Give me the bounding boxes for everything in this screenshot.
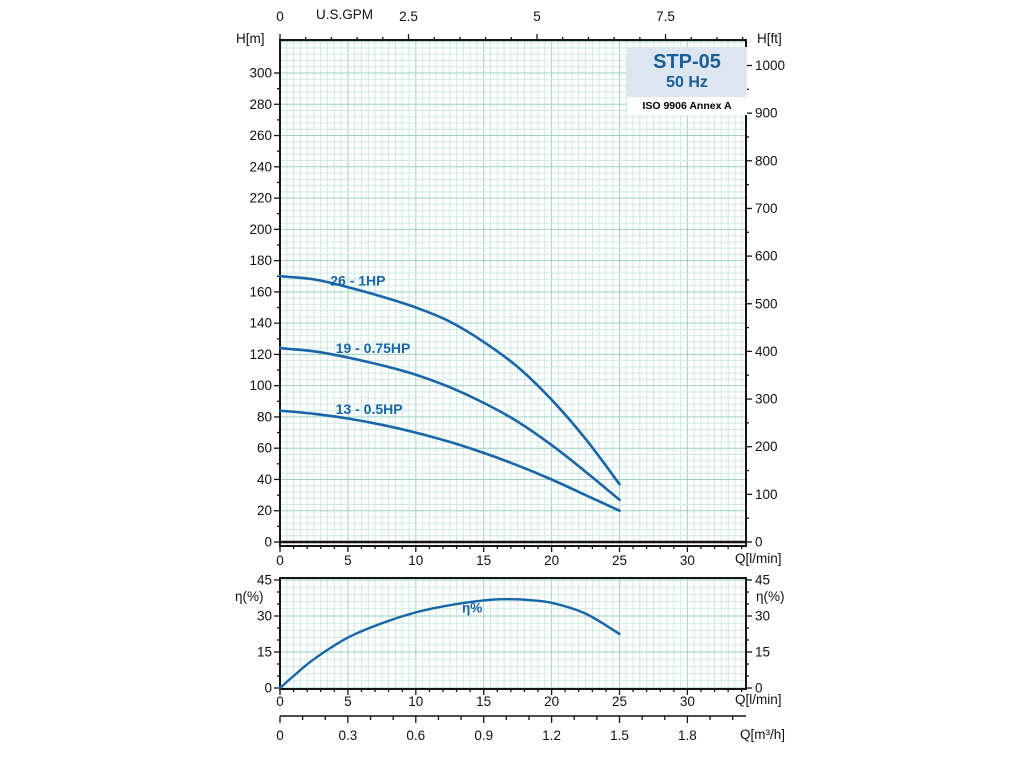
main-right-tick-label: 1000 [755,58,785,73]
eff-right-tick-label: 30 [755,609,770,624]
main-y-tick-label: 100 [249,378,272,393]
main-right-tick-label: 100 [755,487,778,502]
main-right-tick-label: 200 [755,439,778,454]
main-y-tick-label: 240 [249,159,272,174]
eff-right-tick-label: 0 [755,681,763,696]
eff-right-axis-title: η(%) [756,589,785,604]
main-right-tick-label: 700 [755,201,778,216]
m3h-tick-label: 0 [276,728,284,743]
main-y-tick-label: 260 [249,128,272,143]
usgpm-tick-label: 2.5 [399,9,418,24]
eff-x-tick-label: 10 [408,694,423,709]
curve-label-26-1hp: 26 - 1HP [330,273,385,289]
eff-x-tick-label: 0 [276,694,284,709]
head-m-axis-title: H[m] [236,31,265,46]
m3h-scale: 0 0.3 0.6 0.9 1.2 1.5 1.8 [276,715,746,743]
m3h-tick-label: 0.3 [339,728,358,743]
usgpm-tick-label: 5 [533,9,541,24]
main-y-tick-label: 60 [257,441,272,456]
main-y-tick-label: 20 [257,503,272,518]
usgpm-tick-label: 0 [276,9,284,24]
title-box: STP-05 50 Hz ISO 9906 Annex A [627,47,747,115]
main-right-tick-label: 300 [755,392,778,407]
main-y-tick-label: 80 [257,409,272,424]
main-right-tick-label: 600 [755,249,778,264]
eff-grid [279,578,746,689]
eff-right-tick-label: 45 [755,573,770,588]
m3h-tick-label: 1.5 [610,728,629,743]
main-y-tick-label: 40 [257,472,272,487]
main-right-axis: 0 100 200 300 400 500 600 700 800 900 1000 [746,58,785,550]
main-right-tick-label: 0 [755,535,763,550]
main-y-tick-label: 180 [249,253,272,268]
eff-y-tick-label: 0 [264,681,272,696]
main-x-tick-label: 10 [408,553,423,568]
main-left-axis: 0 20 40 60 80 100 120 140 160 180 200 220 240 260 280 3… [249,66,280,550]
main-right-tick-label: 500 [755,296,778,311]
main-y-tick-label: 160 [249,284,272,299]
eff-bottom-axis: 0 5 10 15 20 25 30 [276,689,743,709]
eff-y-tick-label: 15 [257,645,272,660]
main-plot-frame [279,39,747,547]
main-x-tick-label: 30 [680,553,695,568]
main-grid [279,40,746,546]
pump-model: STP-05 [653,51,721,73]
main-y-tick-label: 140 [249,316,272,331]
eff-y-tick-label: 30 [257,609,272,624]
main-x-tick-label: 15 [476,553,491,568]
main-x-tick-label: 0 [276,553,284,568]
curve-19-0-75hp [278,346,621,502]
eff-x-tick-label: 25 [612,694,627,709]
main-y-tick-label: 0 [264,535,272,550]
head-curves: 26 - 1HP 19 - 0.75HP 13 - 0.5HP [278,273,621,512]
main-y-tick-label: 280 [249,97,272,112]
flow-lmin-eff-axis-title: Q[l/min] [735,692,782,707]
usgpm-tick-label: 7.5 [656,9,675,24]
eff-right-tick-label: 15 [755,645,770,660]
main-x-tick-label: 20 [544,553,559,568]
eff-y-tick-label: 45 [257,573,272,588]
m3h-tick-label: 1.2 [542,728,561,743]
usgpm-axis-title: U.S.GPM [316,7,374,22]
eff-plot-frame [279,577,747,690]
plot-frames [279,39,747,690]
main-right-tick-label: 400 [755,344,778,359]
pump-frequency: 50 Hz [666,74,708,91]
m3h-tick-label: 1.8 [678,728,697,743]
eff-right-axis: 0 15 30 45 [746,573,770,696]
m3h-tick-label: 0.9 [474,728,493,743]
m3h-tick-label: 0.6 [406,728,425,743]
curve-26-1hp [278,274,621,486]
main-x-tick-label: 5 [344,553,352,568]
eff-x-tick-label: 15 [476,694,491,709]
curve-eta [278,597,621,690]
main-top-axis: 0 2.5 5 7.5 [276,9,744,40]
main-y-tick-label: 120 [249,347,272,362]
curve-label-eta: η% [462,600,482,615]
main-right-tick-label: 900 [755,106,778,121]
eff-x-tick-label: 30 [680,694,695,709]
main-y-tick-label: 300 [249,66,272,81]
main-y-tick-label: 220 [249,191,272,206]
head-ft-axis-title: H[ft] [757,31,782,46]
eff-left-axis: 0 15 30 45 [257,573,280,696]
test-standard: ISO 9906 Annex A [627,97,747,115]
flow-lmin-main-axis-title: Q[l/min] [735,551,782,566]
eff-left-axis-title: η(%) [235,589,264,604]
main-bottom-axis: 0 5 10 15 20 25 30 [276,546,743,568]
efficiency-curve: η% [278,597,621,690]
flow-m3h-axis-title: Q[m³/h] [740,727,786,742]
eff-x-tick-label: 5 [344,694,352,709]
curve-13-0-5hp [278,409,621,512]
eff-x-tick-label: 20 [544,694,559,709]
curve-label-19-0-75hp: 19 - 0.75HP [336,340,411,356]
main-y-tick-label: 200 [249,222,272,237]
main-right-tick-label: 800 [755,153,778,168]
curve-label-13-0-5hp: 13 - 0.5HP [336,401,403,417]
main-x-tick-label: 25 [612,553,627,568]
